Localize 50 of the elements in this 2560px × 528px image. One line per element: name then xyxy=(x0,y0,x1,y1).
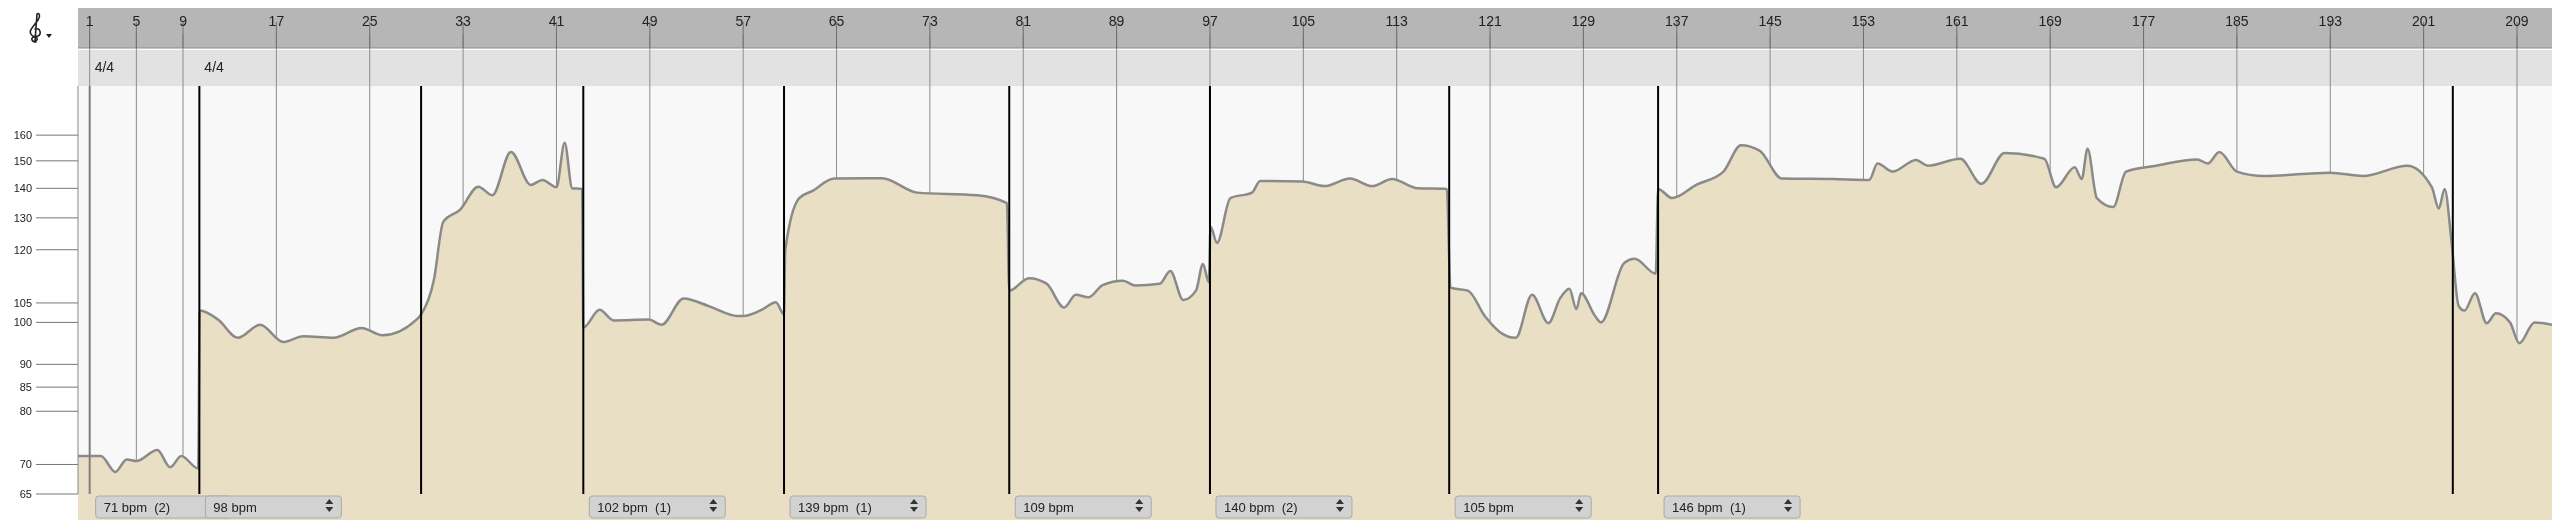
text: 4/4 xyxy=(204,59,225,75)
ref-line-label: 140 bpm (2) xyxy=(1223,500,1298,515)
x-tick-label: 169 xyxy=(2038,13,2063,29)
x-tick-label: 57 xyxy=(735,13,752,29)
y-tick-label: 80 xyxy=(19,405,32,418)
x-tick-label: 113 xyxy=(1385,13,1409,29)
x-tick-label: 81 xyxy=(1015,13,1032,29)
x-tick-label: 33 xyxy=(455,13,472,29)
x-tick-label: 121 xyxy=(1478,13,1502,29)
x-tick-label: 137 xyxy=(1665,13,1689,29)
x-tick-label: 41 xyxy=(548,13,565,29)
ref-line-label: 71 bpm (2) xyxy=(103,500,171,515)
ref-line-label: 139 bpm (1) xyxy=(798,500,872,515)
ref-line-label: 146 bpm (1) xyxy=(1672,500,1746,515)
y-tick-label: 65 xyxy=(19,487,32,500)
x-tick-label: 97 xyxy=(1202,13,1218,29)
x-tick-label: 5 xyxy=(132,13,141,29)
ref-line-label: 102 bpm (1) xyxy=(597,500,672,515)
x-tick-label: 49 xyxy=(642,13,658,29)
x-tick-label: 209 xyxy=(2505,13,2529,29)
x-tick-label: 105 xyxy=(1291,13,1316,29)
y-tick-label: 100 xyxy=(13,316,32,329)
ref-line-label: 98 bpm xyxy=(213,500,257,515)
y-tick-label: 160 xyxy=(13,128,32,141)
x-tick-label: 129 xyxy=(1571,13,1596,29)
y-tick-label: 90 xyxy=(19,358,32,371)
x-tick-label: 161 xyxy=(1945,13,1969,29)
y-tick-label: 140 xyxy=(13,182,32,195)
y-tick-label: 70 xyxy=(19,458,32,471)
y-tick-label: 85 xyxy=(19,380,32,393)
x-tick-label: 65 xyxy=(828,13,845,29)
x-tick-label: 177 xyxy=(2131,13,2156,29)
x-tick-label: 201 xyxy=(2411,13,2436,29)
x-tick-label: 1 xyxy=(85,13,94,29)
ref-line-label: 109 bpm xyxy=(1023,500,1074,515)
text: 4/4 xyxy=(94,59,115,75)
y-tick-label: 150 xyxy=(13,154,32,167)
x-tick-label: 73 xyxy=(922,13,938,29)
x-tick-label: 17 xyxy=(268,13,285,29)
x-tick-label: 193 xyxy=(2318,13,2343,29)
y-tick-label: 105 xyxy=(13,296,32,309)
ref-line-label: 105 bpm xyxy=(1463,500,1514,515)
x-tick-label: 145 xyxy=(1758,13,1783,29)
x-tick-label: 89 xyxy=(1108,13,1125,29)
y-tick-label: 130 xyxy=(13,211,32,224)
x-tick-label: 153 xyxy=(1851,13,1876,29)
x-tick-label: 25 xyxy=(361,13,378,29)
y-tick-label: 120 xyxy=(13,243,32,256)
x-tick-label: 185 xyxy=(2225,13,2249,29)
x-tick-label: 9 xyxy=(179,13,188,29)
